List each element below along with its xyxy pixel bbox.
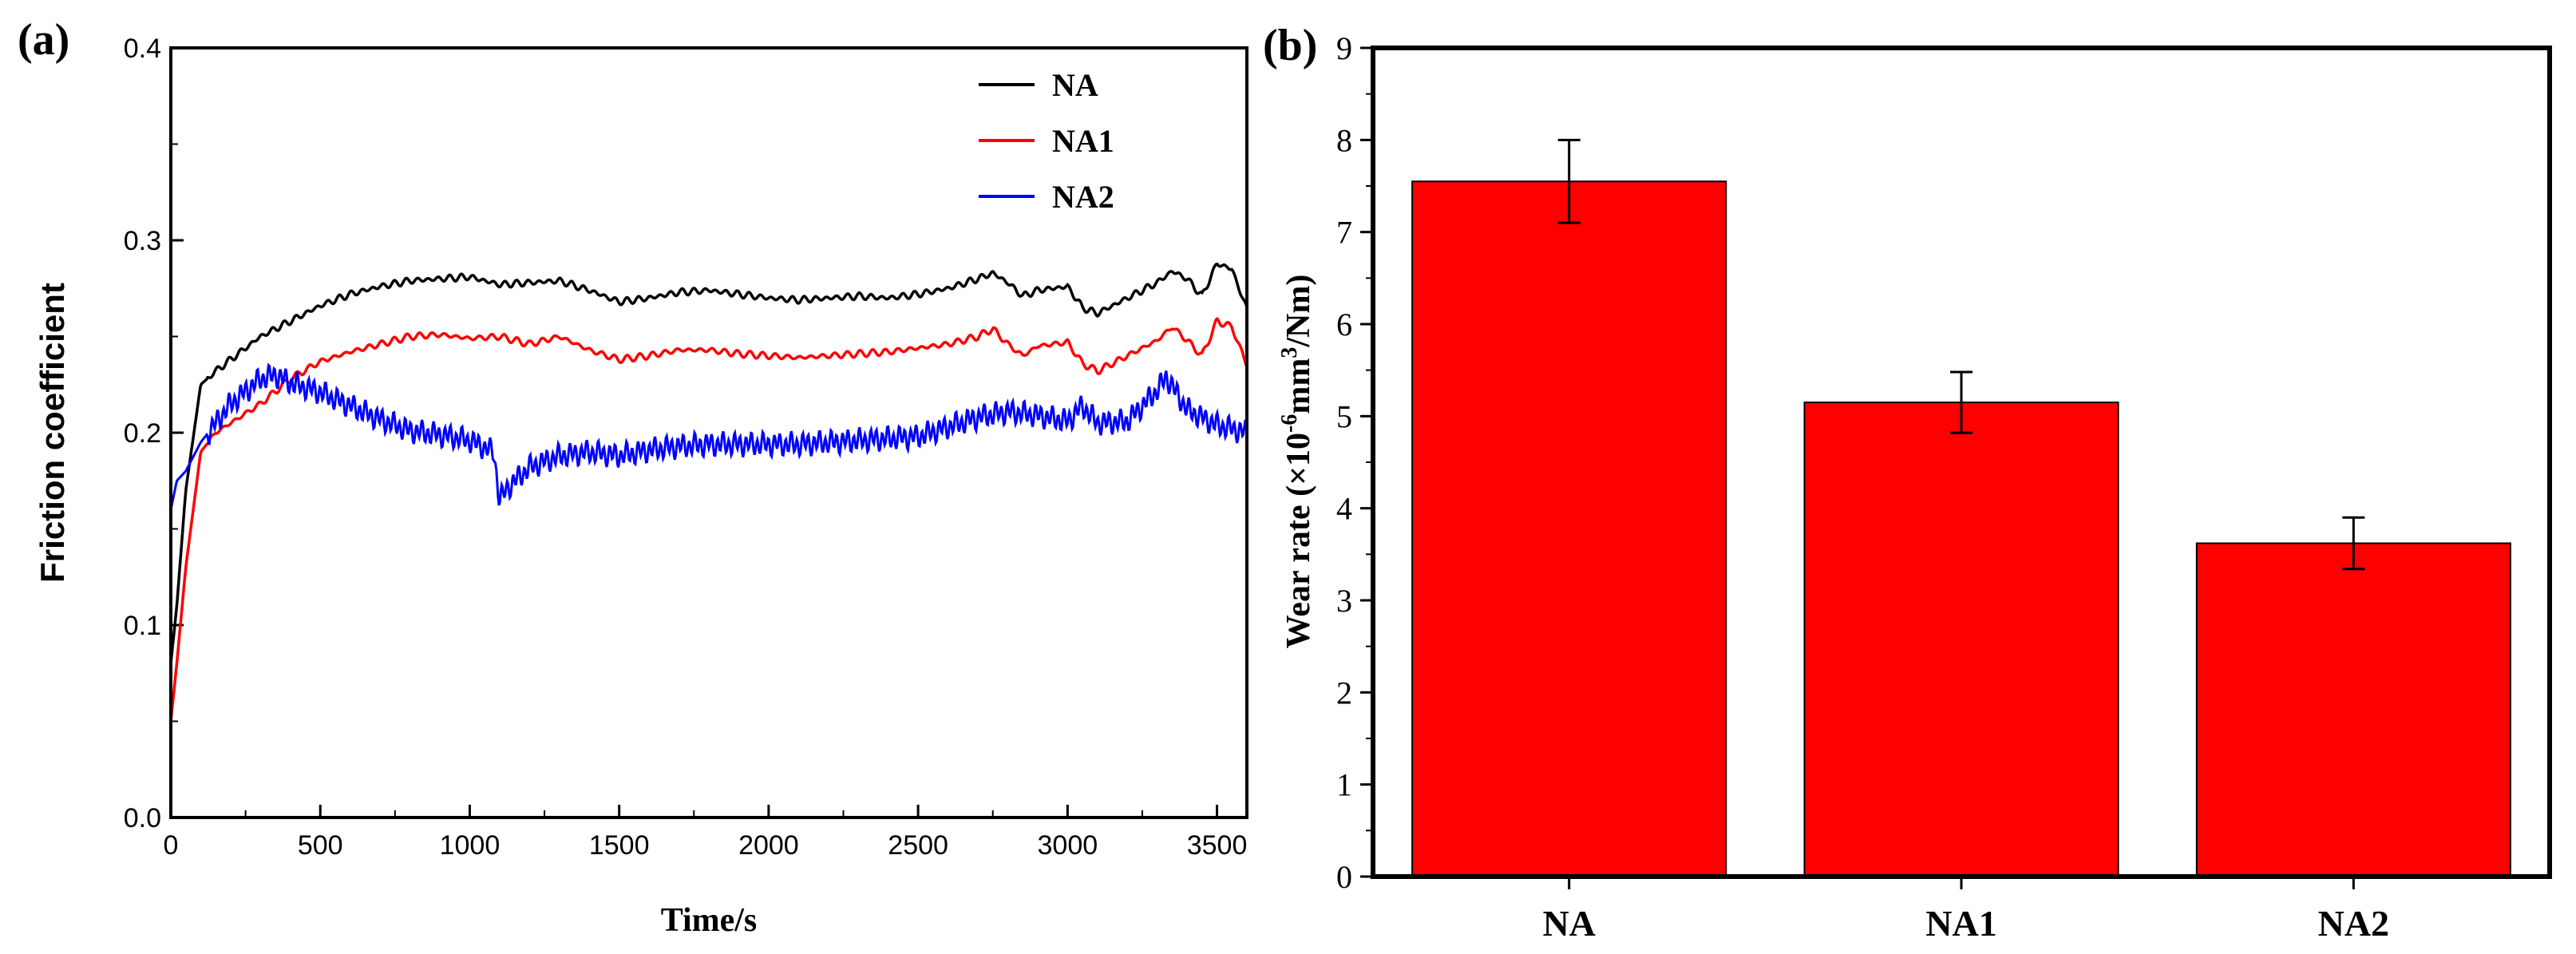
panel-a-plot-frame bbox=[169, 46, 1248, 819]
panel-a-series bbox=[169, 263, 1248, 817]
panel-b-y-tick-label: 6 bbox=[1336, 307, 1352, 342]
panel-b-y-tick-label: 4 bbox=[1336, 491, 1352, 527]
ylabel-part-c: /Nm) bbox=[1280, 275, 1317, 348]
panel-a-series-line-na2 bbox=[169, 362, 1248, 817]
panel-b-y-tick-label: 8 bbox=[1336, 122, 1352, 158]
panel-b-y-tick-label: 2 bbox=[1336, 675, 1352, 711]
panel-b-y-tick-label: 9 bbox=[1336, 30, 1352, 66]
panel-b-y-axis-label: Wear rate (×10-6mm3/Nm) bbox=[1277, 275, 1317, 649]
panel-a: (a) 0.0 0.1 0.2 0.3 0.4 0 500 1000 1500 2000 2500… bbox=[18, 15, 1248, 939]
legend-label-na1: NA1 bbox=[1052, 123, 1114, 159]
bar-na bbox=[1411, 180, 1727, 877]
panel-a-x-tick-label: 2500 bbox=[888, 830, 948, 861]
panel-a-x-axis-label: Time/s bbox=[661, 902, 758, 939]
panel-a-x-tick-label: 0 bbox=[164, 830, 179, 861]
panel-b-y-tick-label: 3 bbox=[1336, 583, 1352, 619]
legend-label-na2: NA2 bbox=[1052, 179, 1114, 215]
panel-a-x-tick-label: 3000 bbox=[1038, 830, 1098, 861]
bar-na2 bbox=[2195, 542, 2511, 877]
category-label-na1: NA1 bbox=[1925, 903, 1996, 944]
panel-b-category-labels: NA NA1 NA2 bbox=[1542, 903, 2389, 944]
bar-na1 bbox=[1803, 402, 2119, 877]
panel-a-legend: NA NA1 NA2 bbox=[979, 67, 1114, 215]
ylabel-exp-1: -6 bbox=[1277, 414, 1302, 433]
ylabel-part-a: Wear rate (×10 bbox=[1280, 433, 1317, 648]
panel-b-y-tick-label: 5 bbox=[1336, 398, 1352, 434]
panel-b-y-tick-label: 1 bbox=[1336, 767, 1352, 803]
panel-a-x-tick-labels: 0 500 1000 1500 2000 2500 3000 3500 bbox=[164, 830, 1248, 861]
panel-b-label: (b) bbox=[1263, 21, 1317, 70]
panel-a-y-tick-label: 0.0 bbox=[124, 803, 161, 833]
panel-b-y-tick-label: 0 bbox=[1336, 859, 1352, 895]
panel-a-x-tick-label: 1000 bbox=[440, 830, 501, 861]
panel-b-y-tick-label: 7 bbox=[1336, 215, 1352, 251]
panel-a-y-tick-label: 0.4 bbox=[124, 34, 161, 64]
category-label-na2: NA2 bbox=[2318, 903, 2389, 944]
legend-label-na: NA bbox=[1052, 67, 1098, 103]
panel-b-y-tick-labels: 0 1 2 3 4 5 6 7 8 9 bbox=[1336, 30, 1352, 895]
panel-b-plot-frame bbox=[1371, 46, 2552, 879]
panel-a-y-tick-label: 0.2 bbox=[124, 418, 161, 449]
panel-a-x-tick-label: 1500 bbox=[589, 830, 650, 861]
panel-a-label: (a) bbox=[18, 15, 69, 65]
panel-a-y-tick-label: 0.1 bbox=[124, 611, 161, 641]
panel-a-y-axis-label: Friction coefficient bbox=[34, 283, 71, 583]
panel-a-y-tick-labels: 0.0 0.1 0.2 0.3 0.4 bbox=[124, 34, 161, 833]
panel-a-series-line-na1 bbox=[169, 316, 1248, 817]
category-label-na: NA bbox=[1542, 903, 1595, 944]
panel-a-series-line-na bbox=[169, 263, 1248, 817]
ylabel-exp-2: 3 bbox=[1277, 347, 1302, 358]
panel-b: (b) 0 1 2 3 4 5 6 7 8 9 NA NA1 NA2 Wear rate (×10-6… bbox=[1263, 21, 2552, 944]
panel-a-y-tick-label: 0.3 bbox=[124, 226, 161, 256]
panel-b-bars bbox=[1411, 138, 2511, 877]
panel-a-x-tick-label: 2000 bbox=[738, 830, 799, 861]
panel-a-x-tick-label: 3500 bbox=[1187, 830, 1248, 861]
panel-a-x-tick-label: 500 bbox=[298, 830, 343, 861]
ylabel-part-b: mm bbox=[1280, 358, 1317, 414]
